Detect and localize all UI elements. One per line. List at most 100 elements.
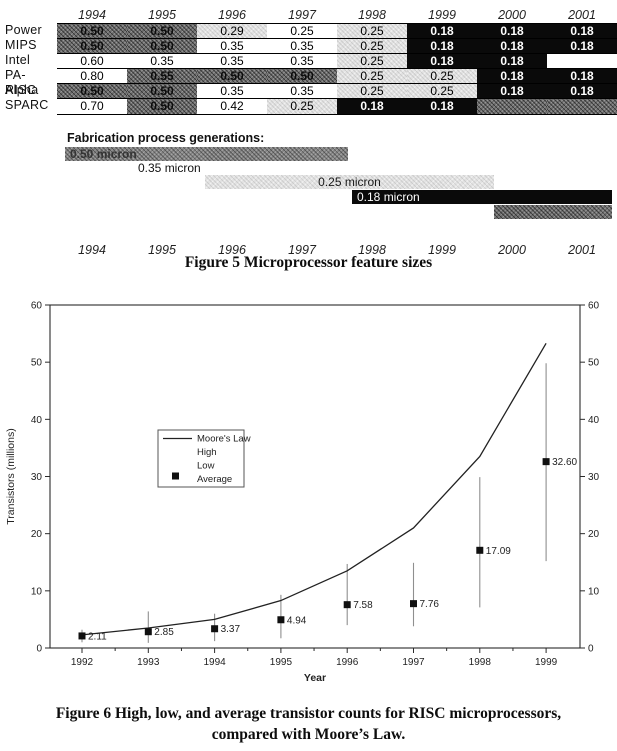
fabrication-title: Fabrication process generations:: [67, 131, 265, 145]
table-cell: 0.50: [127, 39, 197, 54]
figure6-caption: Figure 6 High, low, and average transist…: [0, 703, 617, 745]
y-tick-label-right: 60: [588, 301, 600, 312]
average-marker: [343, 601, 351, 609]
table-cell: 0.50: [57, 84, 127, 99]
fabrication-bar: 0.18 micron: [352, 190, 612, 204]
average-value-label: 4.94: [287, 615, 307, 626]
legend-label: Low: [197, 461, 215, 472]
x-tick-label: 1992: [71, 657, 94, 668]
table-row-cells: 0.80 0.55 0.50 0.50 0.25 0.25 0.18 0.18: [57, 68, 617, 84]
table-cell: 0.25: [267, 24, 337, 39]
fabrication-bar: [494, 205, 612, 219]
table-cell: 0.18: [547, 84, 617, 99]
average-value-label: 32.60: [552, 457, 577, 468]
table-row: MIPS 0.50 0.50 0.35 0.35 0.25 0.18 0.18 0.18: [0, 38, 617, 54]
table-cell: 0.18: [477, 24, 547, 39]
y-tick-label-left: 60: [31, 301, 43, 312]
table-cell: 0.18: [407, 24, 477, 39]
table-cell: 0.25: [267, 99, 337, 114]
fabrication-year-label: 1999: [428, 243, 456, 257]
figure6-caption-line2: compared with Moore’s Law.: [211, 726, 406, 743]
table-row: SPARC 0.70 0.50 0.42 0.25 0.18 0.18: [0, 98, 617, 115]
table-cell: 0.25: [407, 84, 477, 99]
x-tick-label: 1995: [270, 657, 293, 668]
fabrication-year-label: 1997: [288, 243, 316, 257]
legend-label: High: [197, 447, 217, 458]
table-row-cells: 0.50 0.50 0.35 0.35 0.25 0.18 0.18 0.18: [57, 38, 617, 54]
x-tick-label: 1996: [336, 657, 359, 668]
table-year-label: 2001: [568, 8, 596, 22]
y-axis-title: Transistors (millions): [5, 428, 17, 524]
table-cell: 0.18: [477, 39, 547, 54]
table-cell: 0.50: [127, 84, 197, 99]
average-marker: [211, 625, 219, 633]
table-year-label: 1996: [218, 8, 246, 22]
fabrication-year-axis: 1994 1995 1996 1997 1998 1999 2000 2001: [57, 243, 617, 257]
y-tick-label-right: 40: [588, 415, 600, 426]
table-year-label: 1998: [358, 8, 386, 22]
table-year-label: 2000: [498, 8, 526, 22]
y-tick-label-left: 20: [31, 529, 43, 540]
y-tick-label-right: 20: [588, 529, 600, 540]
table-cell: 0.35: [267, 84, 337, 99]
table-row: Intel 0.60 0.35 0.35 0.35 0.25 0.18 0.18: [0, 53, 617, 69]
average-value-label: 7.76: [420, 599, 440, 610]
table-cell: 0.35: [267, 39, 337, 54]
fabrication-year-label: 1998: [358, 243, 386, 257]
table-year-header-row: 1994 1995 1996 1997 1998 1999 2000 2001: [57, 8, 617, 23]
table-cell: 0.42: [197, 99, 267, 114]
legend-square-symbol: [172, 472, 179, 480]
table-cell: 0.25: [337, 24, 407, 39]
chart-legend: Moore's Law High Low Average: [157, 429, 251, 488]
fabrication-year-label: 2001: [568, 243, 596, 257]
y-tick-label-left: 0: [36, 644, 42, 655]
average-marker: [476, 546, 484, 554]
average-value-label: 3.37: [221, 624, 241, 635]
table-cell: [477, 99, 547, 114]
table-row-cells: 0.50 0.50 0.35 0.35 0.25 0.25 0.18 0.18: [57, 83, 617, 99]
average-marker: [410, 600, 417, 608]
table-row-label: Intel: [5, 53, 31, 67]
table-cell: 0.25: [337, 54, 407, 69]
y-tick-label-left: 50: [31, 358, 43, 369]
table-cell: 0.35: [127, 54, 197, 69]
table-cell: 0.18: [477, 84, 547, 99]
table-cell: 0.25: [337, 69, 407, 84]
fabrication-year-label: 2000: [498, 243, 526, 257]
x-axis-title: Year: [304, 672, 326, 684]
legend-label: Moore's Law: [197, 434, 251, 445]
average-marker: [277, 616, 285, 624]
x-tick-label: 1993: [137, 657, 160, 668]
table-cell: 0.18: [547, 24, 617, 39]
x-tick-label: 1998: [469, 657, 492, 668]
table-cell: 0.18: [477, 69, 547, 84]
y-axis-ticks: 0 0 10 10 20 20 30 30 40 40 50 50 60 60: [31, 301, 600, 655]
fabrication-year-label: 1995: [148, 243, 176, 257]
fabrication-year-label: 1996: [218, 243, 246, 257]
x-axis-ticks: 1992 1993 1994 1995 1996 1997 1998 1999: [71, 648, 558, 668]
table-row-cells: 0.70 0.50 0.42 0.25 0.18 0.18: [57, 98, 617, 115]
table-cell: 0.29: [197, 24, 267, 39]
table-cell: 0.25: [337, 84, 407, 99]
table-row-label: Power: [5, 23, 42, 37]
table-cell: 0.50: [57, 39, 127, 54]
y-tick-label-left: 10: [31, 586, 43, 597]
table-cell: 0.80: [57, 69, 127, 84]
table-cell: 0.50: [267, 69, 337, 84]
table-cell: 0.18: [407, 99, 477, 114]
table-cell: [547, 99, 617, 114]
table-cell: 0.25: [407, 69, 477, 84]
table-year-label: 1999: [428, 8, 456, 22]
y-tick-label-right: 50: [588, 358, 600, 369]
x-tick-label: 1997: [402, 657, 425, 668]
average-value-label: 2.85: [154, 627, 174, 638]
x-tick-label: 1999: [535, 657, 558, 668]
table-year-label: 1995: [148, 8, 176, 22]
y-tick-label-right: 10: [588, 586, 600, 597]
table-cell: 0.35: [267, 54, 337, 69]
y-tick-label-right: 30: [588, 472, 600, 483]
figure6-caption-line1: Figure 6 High, low, and average transist…: [55, 705, 562, 722]
table-cell: 0.35: [197, 84, 267, 99]
